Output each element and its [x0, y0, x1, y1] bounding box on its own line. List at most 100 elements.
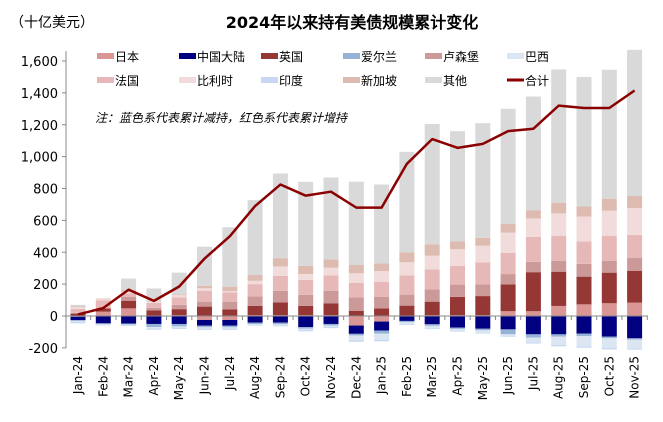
bar-segment: [172, 298, 187, 305]
bar-segment: [172, 326, 187, 327]
bar-segment: [324, 291, 339, 303]
bar-segment: [526, 262, 541, 272]
bar-segment: [526, 316, 541, 334]
bar-segment: [475, 284, 490, 296]
bar-segment: [425, 326, 440, 328]
bar-segment: [475, 333, 490, 334]
bar-segment: [374, 334, 389, 340]
bar-segment: [627, 208, 642, 235]
x-tick-label: Jun-24: [198, 356, 212, 395]
bar-segment: [551, 203, 566, 214]
bar-segment: [222, 320, 237, 326]
bar-segment: [627, 50, 642, 196]
x-tick-label: May-24: [172, 356, 186, 400]
bar-segment: [197, 288, 212, 290]
bar-segment: [577, 264, 592, 277]
y-tick-label: 1,200: [21, 119, 58, 134]
bar-segment: [425, 244, 440, 255]
bar-segment: [425, 324, 440, 326]
legend-swatch: [507, 53, 524, 59]
bar-segment: [602, 337, 617, 339]
legend-label: 新加坡: [361, 73, 397, 88]
x-tick-label: Jul-24: [223, 356, 237, 391]
bar-segment: [475, 296, 490, 315]
legend-label: 英国: [279, 50, 303, 64]
legend-swatch: [343, 77, 360, 83]
x-tick-label: Oct-25: [602, 356, 616, 396]
legend-label: 比利时: [197, 74, 233, 88]
bar-segment: [602, 338, 617, 348]
bar-segment: [71, 307, 86, 309]
bar-segment: [551, 316, 566, 334]
bar-segment: [551, 236, 566, 261]
bar-segment: [298, 295, 313, 306]
x-tick-label: Aug-24: [248, 356, 262, 399]
bar-segment: [399, 152, 414, 252]
legend-label: 法国: [115, 74, 139, 88]
bar-segment: [450, 266, 465, 285]
bar-segment: [172, 324, 187, 326]
legend-swatch: [261, 77, 278, 83]
bar-segment: [222, 291, 237, 292]
bar-segment: [551, 272, 566, 306]
bar-segment: [602, 303, 617, 316]
bar-segment: [273, 323, 288, 325]
bar-segment: [197, 329, 212, 330]
bar-segment: [273, 266, 288, 275]
y-tick-label: 600: [33, 214, 58, 229]
bar-segment: [577, 217, 592, 242]
bar-segment: [349, 340, 364, 342]
bar-segment: [172, 309, 187, 315]
legend-label: 其他: [443, 74, 467, 88]
legend-label: 中国大陆: [197, 49, 245, 64]
bar-segment: [399, 252, 414, 262]
bar-segment: [627, 316, 642, 338]
bar-segment: [222, 326, 237, 328]
bar-segment: [71, 306, 86, 307]
bar-segment: [577, 336, 592, 346]
bar-segment: [577, 242, 592, 264]
bar-segment: [399, 275, 414, 294]
bar-segment: [475, 238, 490, 246]
bar-segment: [450, 328, 465, 329]
legend-swatch: [179, 77, 196, 83]
bar-segment: [602, 199, 617, 211]
bar-segment: [298, 327, 313, 329]
bar-segment: [501, 316, 516, 329]
bar-segment: [399, 295, 414, 306]
x-tick-label: Apr-24: [147, 356, 161, 396]
bar-segment: [71, 322, 86, 324]
bar-segment: [374, 322, 389, 331]
bar-segment: [577, 334, 592, 336]
y-tick-label: 200: [33, 278, 58, 293]
bar-segment: [71, 320, 86, 321]
bar-segment: [248, 284, 263, 296]
bar-segment: [222, 329, 237, 330]
bar-segment: [602, 211, 617, 236]
x-tick-label: Feb-24: [96, 356, 110, 397]
bar-segment: [349, 297, 364, 310]
bar-segment: [349, 182, 364, 265]
bar-segment: [222, 302, 237, 310]
bar-segment: [627, 348, 642, 349]
bar-segment: [374, 340, 389, 342]
y-tick-label: 800: [33, 183, 58, 198]
bar-segment: [577, 304, 592, 316]
bar-segment: [551, 261, 566, 272]
bar-segment: [146, 310, 161, 315]
bar-segment: [602, 236, 617, 261]
bar-segment: [248, 275, 263, 281]
bar-segment: [121, 297, 136, 301]
bar-segment: [399, 316, 414, 321]
bar-segment: [71, 317, 86, 320]
chart-title: 2024年以来持有美债规模累计变化: [226, 13, 479, 32]
bar-segment: [273, 316, 288, 323]
bar-segment: [501, 336, 516, 337]
x-tick-label: Apr-25: [451, 356, 465, 396]
bar-segment: [577, 77, 592, 207]
bar-segment: [425, 328, 440, 329]
bar-segment: [222, 309, 237, 316]
bar-segment: [96, 316, 111, 323]
x-tick-label: Mar-24: [122, 356, 136, 397]
legend-label: 巴西: [525, 50, 549, 64]
